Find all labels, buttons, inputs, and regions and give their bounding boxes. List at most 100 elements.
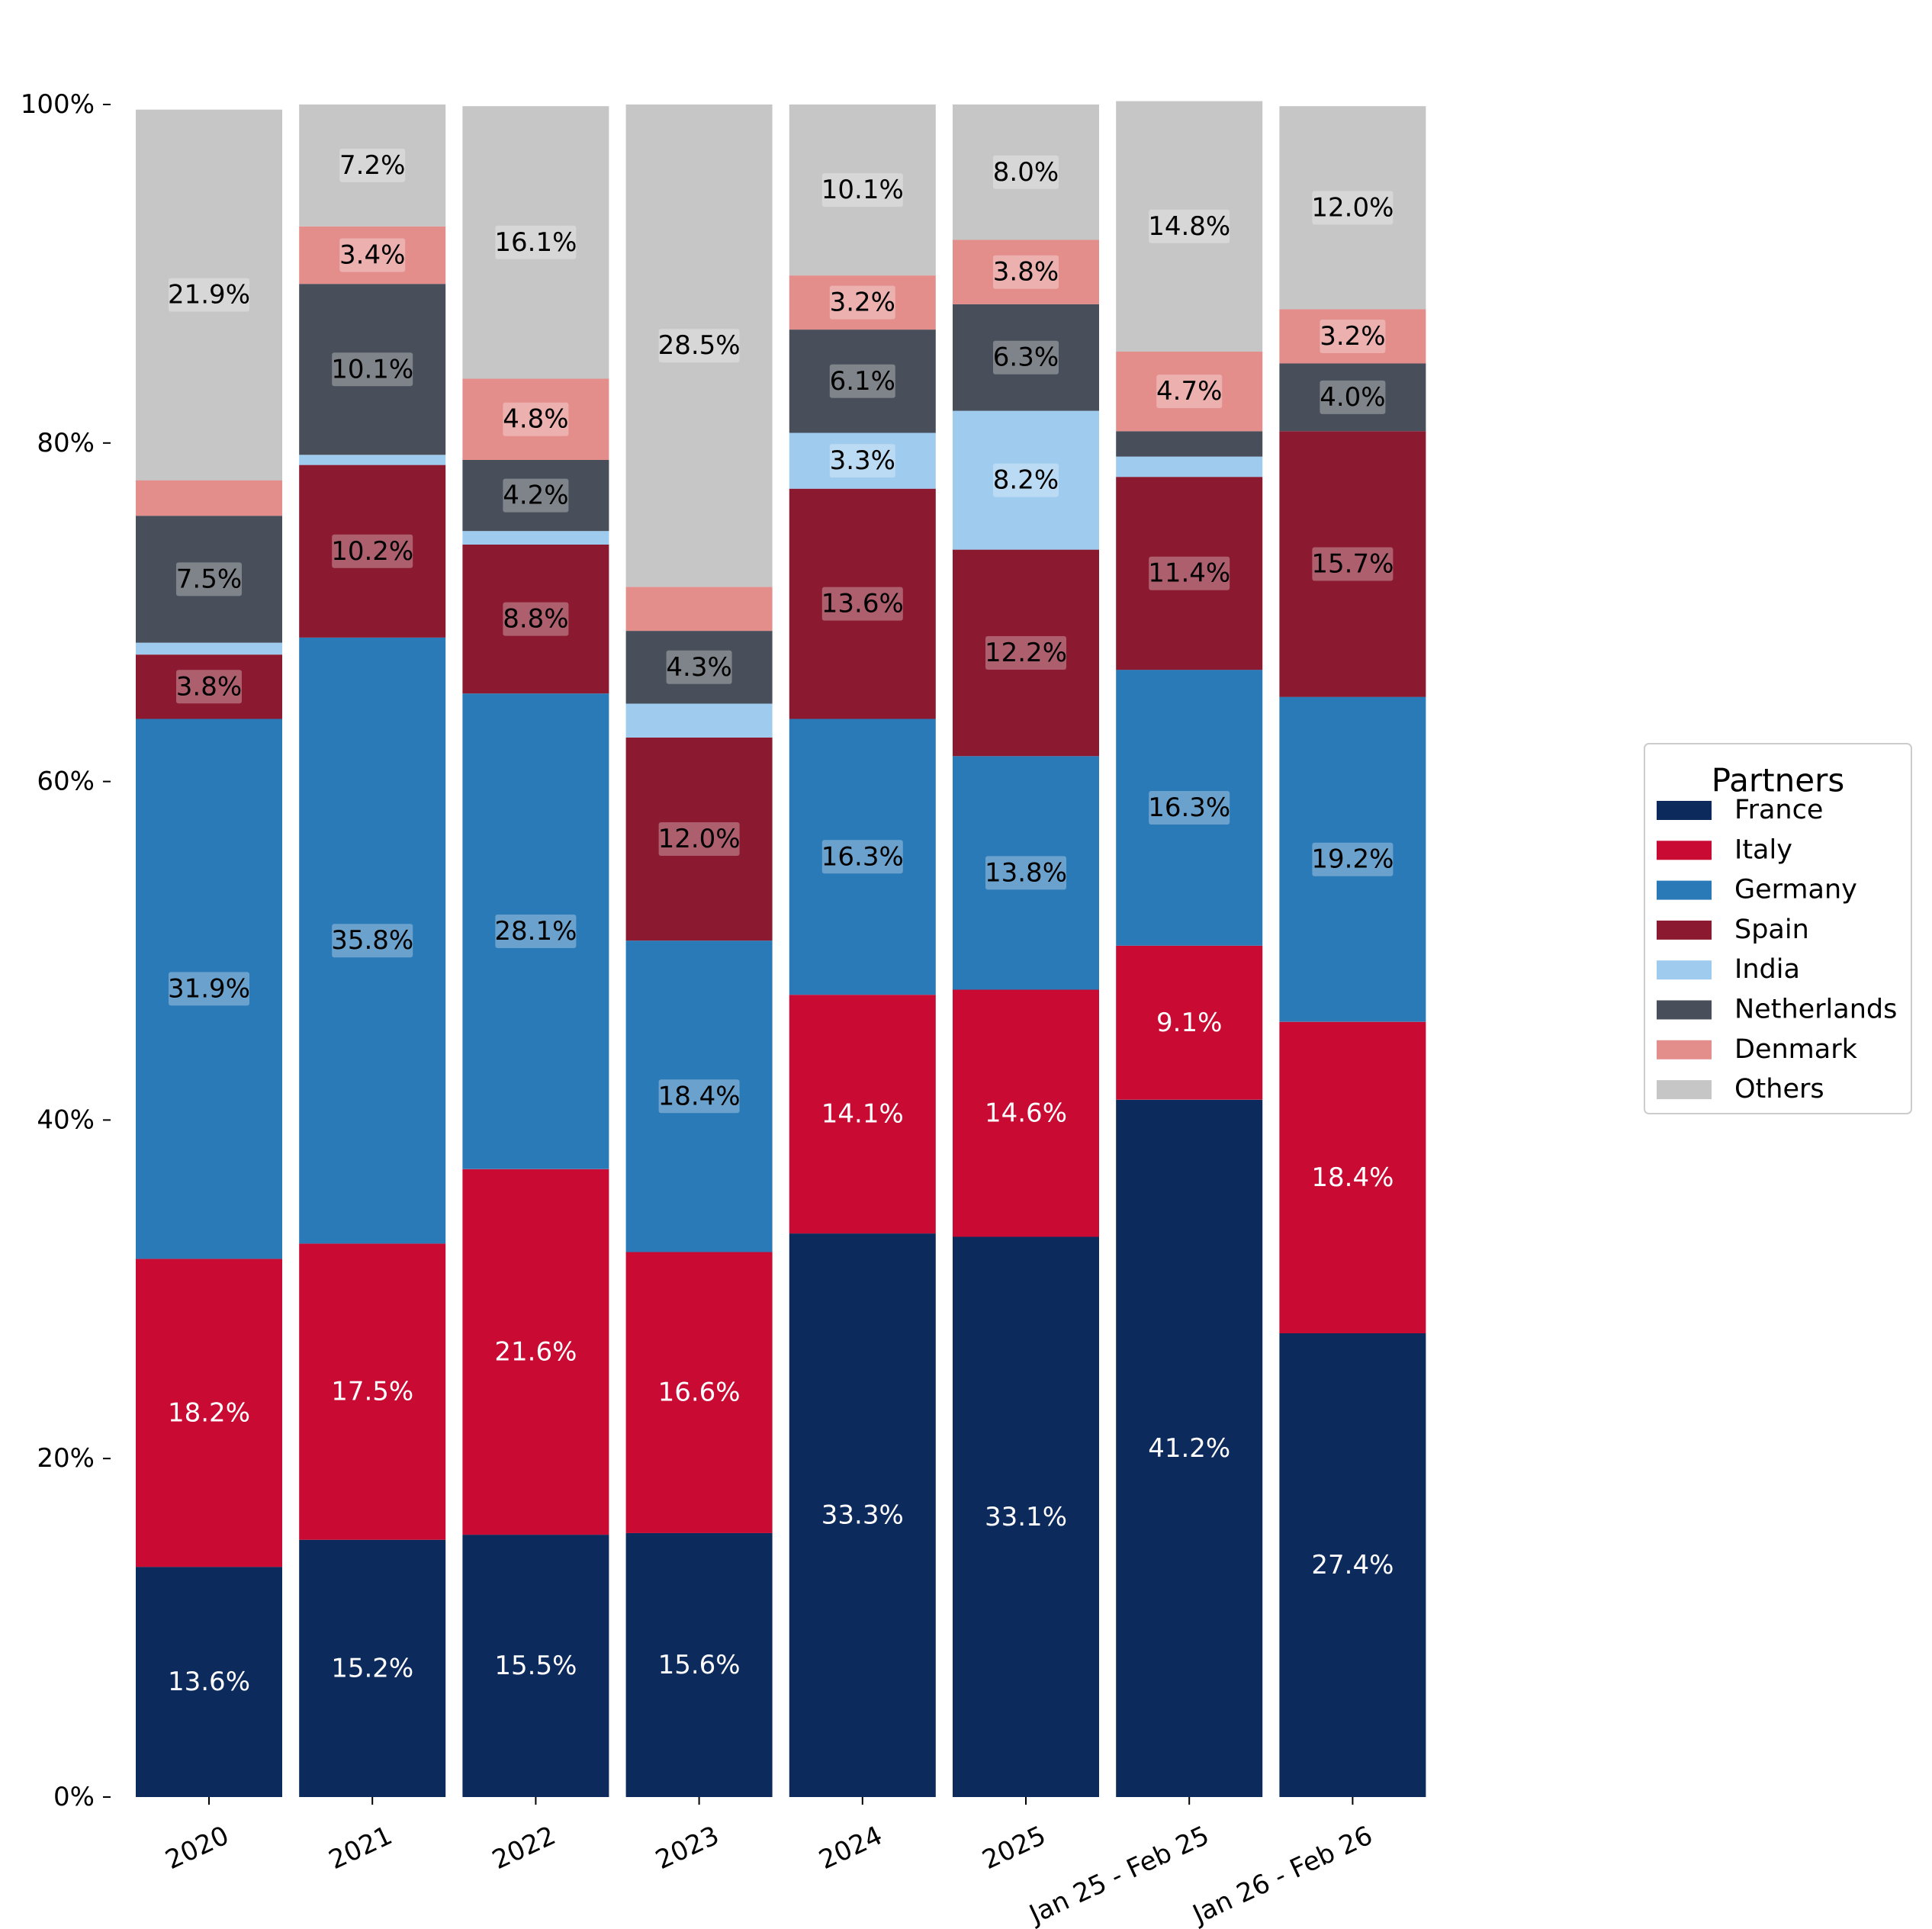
data-label-denmark-2024: 3.2%: [830, 288, 895, 318]
bar-segment-india-jan-25-feb-25: [1116, 456, 1263, 477]
bar-segment-netherlands-2020: [136, 516, 282, 643]
data-label-others-2024: 10.1%: [821, 175, 904, 205]
data-label-spain-jan-26-feb-26: 15.7%: [1311, 549, 1394, 580]
data-label-germany-jan-25-feb-25: 16.3%: [1148, 792, 1230, 823]
data-label-box: [1156, 375, 1223, 409]
bar-segment-india-2021: [299, 455, 446, 465]
data-label-italy-jan-26-feb-26: 18.4%: [1311, 1162, 1394, 1193]
bar-segment-denmark-jan-26-feb-26: [1279, 309, 1426, 364]
data-label-others-2023: 28.5%: [658, 330, 741, 361]
data-label-denmark-2022: 4.8%: [503, 404, 568, 435]
bar-segment-denmark-2021: [299, 226, 446, 285]
bar-segment-india-2022: [462, 531, 609, 545]
data-label-box: [1149, 209, 1230, 243]
bar-segment-others-2025: [953, 104, 1099, 240]
bar-segment-denmark-2023: [625, 587, 773, 632]
data-label-netherlands-2023: 4.3%: [666, 652, 731, 683]
data-label-box: [503, 478, 569, 513]
legend-swatch-france: [1657, 801, 1712, 820]
bar-group-2025: 33.1% 14.6% 13.8% 12.2% 8.2% 6.3% 3.8% 8.0%: [953, 104, 1099, 1797]
data-label-others-2021: 7.2%: [339, 150, 405, 181]
data-label-box: [332, 534, 413, 568]
data-label-box: [821, 173, 903, 207]
bar-segment-spain-jan-26-feb-26: [1279, 431, 1426, 697]
data-label-france-2024: 33.3%: [821, 1500, 904, 1531]
bar-segment-denmark-jan-25-feb-25: [1116, 352, 1263, 432]
legend-frame: [1644, 743, 1912, 1114]
legend-label-others: Others: [1734, 1074, 1824, 1104]
x-tick-label-2020: 2020: [161, 1820, 233, 1876]
data-label-france-jan-26-feb-26: 27.4%: [1311, 1550, 1394, 1580]
bar-segment-denmark-2025: [953, 240, 1099, 304]
data-label-box: [829, 444, 895, 478]
bar-segment-italy-2023: [625, 1252, 773, 1533]
data-label-italy-jan-25-feb-25: 9.1%: [1156, 1008, 1222, 1038]
bar-segment-others-2021: [299, 104, 446, 227]
data-label-france-2022: 15.5%: [494, 1651, 577, 1681]
data-label-france-2023: 15.6%: [658, 1650, 741, 1680]
bar-segment-netherlands-2023: [625, 631, 773, 704]
data-label-box: [503, 402, 569, 436]
x-tick-label-2023: 2023: [651, 1820, 724, 1876]
bar-segment-others-jan-26-feb-26: [1279, 106, 1426, 310]
data-label-denmark-2021: 3.4%: [339, 240, 405, 271]
data-label-box: [339, 238, 406, 272]
bar-segment-spain-2020: [136, 654, 282, 719]
data-label-box: [503, 602, 569, 636]
x-tick-label-2024: 2024: [815, 1820, 887, 1876]
data-label-box: [1320, 380, 1386, 414]
data-label-india-2025: 8.2%: [993, 465, 1059, 496]
y-tick-label: 60%: [37, 767, 95, 797]
data-label-box: [658, 822, 740, 856]
bar-segment-germany-2024: [789, 719, 936, 995]
bar-segment-others-2023: [625, 104, 773, 587]
data-label-box: [658, 1079, 740, 1114]
data-label-italy-2020: 18.2%: [168, 1397, 250, 1428]
bar-segment-others-2022: [462, 106, 609, 379]
bar-segment-italy-2025: [953, 989, 1099, 1237]
y-axis: 0% 20% 40% 60% 80% 100%: [21, 89, 111, 1812]
data-label-netherlands-jan-26-feb-26: 4.0%: [1320, 382, 1385, 413]
y-tick-label: 40%: [37, 1104, 95, 1135]
legend-label-france: France: [1734, 795, 1823, 825]
data-label-box: [985, 856, 1066, 890]
legend-label-italy: Italy: [1734, 834, 1792, 865]
data-label-box: [985, 636, 1066, 670]
bar-segment-france-2020: [136, 1567, 282, 1797]
bar-segment-germany-2020: [136, 719, 282, 1259]
bar-segment-spain-jan-25-feb-25: [1116, 477, 1263, 670]
data-label-box: [332, 924, 413, 958]
bar-segment-netherlands-jan-25-feb-25: [1116, 431, 1263, 457]
plot-area: 13.6% 18.2% 31.9% 3.8% 7.5% 21.9% 15.2% 17.5% 35…: [136, 101, 1426, 1797]
data-label-germany-2025: 13.8%: [985, 857, 1067, 888]
data-label-box: [495, 915, 577, 948]
legend-label-netherlands: Netherlands: [1734, 995, 1897, 1025]
bar-segment-netherlands-2024: [789, 330, 936, 433]
bar-segment-netherlands-2022: [462, 460, 609, 532]
bar-segment-others-jan-25-feb-25: [1116, 101, 1263, 352]
data-label-netherlands-2025: 6.3%: [993, 342, 1059, 373]
bar-group-2022: 15.5% 21.6% 28.1% 8.8% 4.2% 4.8% 16.1%: [462, 106, 609, 1797]
data-label-italy-2021: 17.5%: [331, 1377, 413, 1407]
bar-segment-germany-jan-25-feb-25: [1116, 670, 1263, 946]
data-label-box: [1312, 842, 1394, 876]
data-label-spain-2023: 12.0%: [658, 824, 741, 854]
data-label-box: [1312, 547, 1394, 581]
legend-items: France Italy Germany Spain India Netherlands D…: [1657, 795, 1897, 1104]
data-label-box: [339, 148, 406, 182]
bar-segment-spain-2021: [299, 465, 446, 638]
data-label-france-2020: 13.6%: [168, 1667, 250, 1697]
x-tick-label-2025: 2025: [978, 1820, 1050, 1876]
bar-segment-italy-2024: [789, 995, 936, 1234]
data-label-box: [1149, 556, 1230, 590]
data-label-box: [829, 285, 895, 320]
bar-segment-france-jan-25-feb-25: [1116, 1099, 1263, 1797]
data-label-spain-2022: 8.8%: [503, 604, 568, 635]
bar-segment-netherlands-2021: [299, 284, 446, 455]
data-label-box: [1149, 791, 1230, 825]
bar-segment-italy-jan-26-feb-26: [1279, 1021, 1426, 1333]
legend: Partners France Italy Germany Spain India Net…: [1644, 743, 1912, 1114]
bar-segment-others-2024: [789, 104, 936, 276]
